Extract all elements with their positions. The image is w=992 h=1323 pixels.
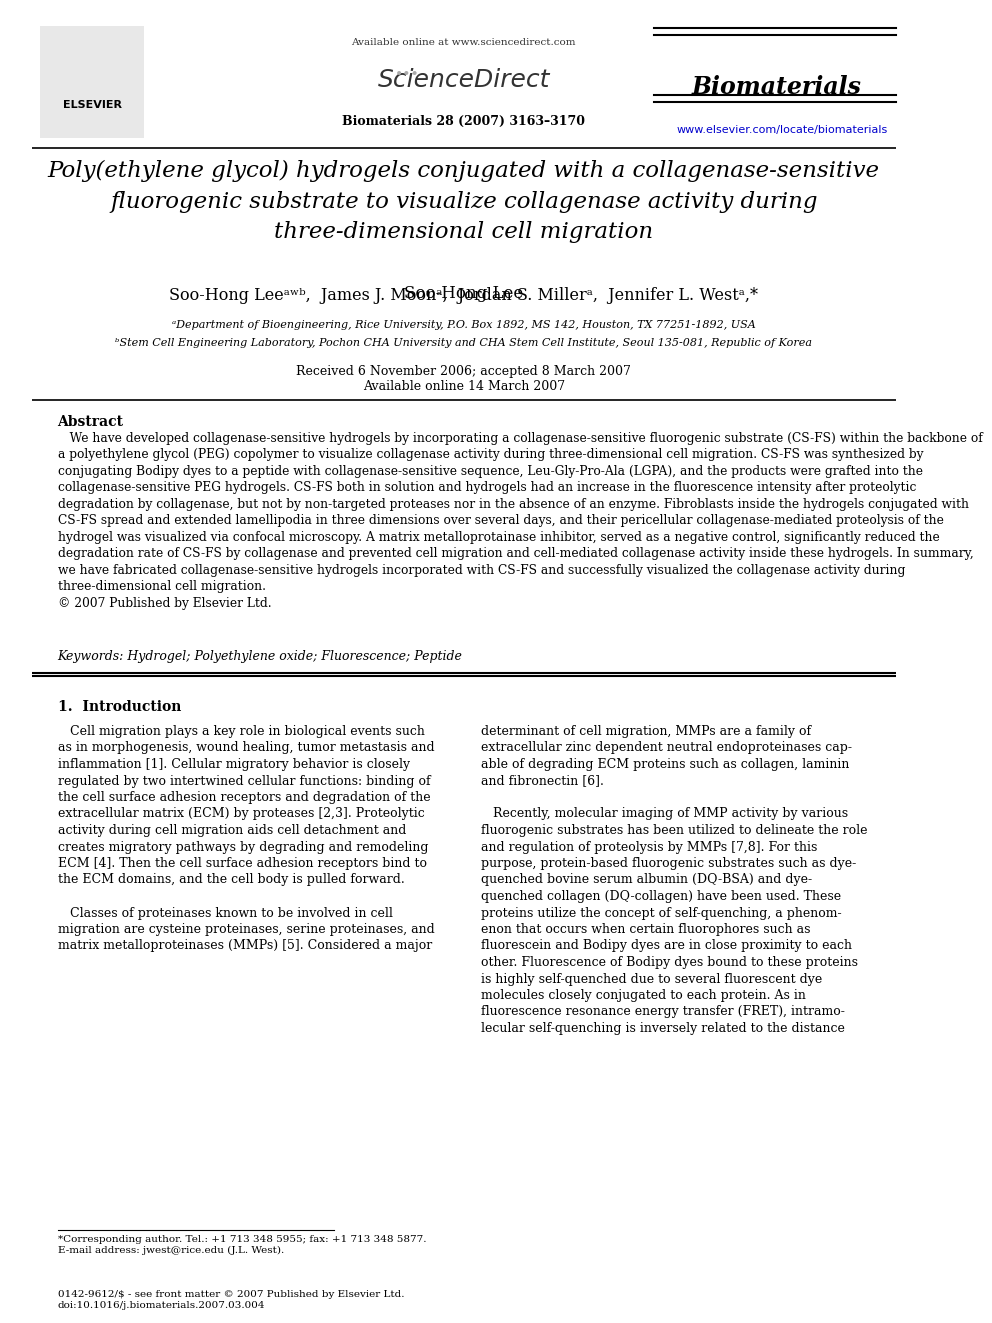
Text: ᵇStem Cell Engineering Laboratory, Pochon CHA University and CHA Stem Cell Insti: ᵇStem Cell Engineering Laboratory, Pocho… bbox=[115, 337, 812, 348]
FancyBboxPatch shape bbox=[41, 25, 144, 138]
Text: Soo-Hong Lee: Soo-Hong Lee bbox=[404, 284, 524, 302]
Text: Cell migration plays a key role in biological events such
as in morphogenesis, w: Cell migration plays a key role in biolo… bbox=[58, 725, 434, 953]
Text: Keywords: Hydrogel; Polyethylene oxide; Fluorescence; Peptide: Keywords: Hydrogel; Polyethylene oxide; … bbox=[58, 650, 462, 663]
Text: Biomaterials: Biomaterials bbox=[691, 75, 861, 99]
Text: Received 6 November 2006; accepted 8 March 2007: Received 6 November 2006; accepted 8 Mar… bbox=[297, 365, 631, 378]
Text: Abstract: Abstract bbox=[58, 415, 124, 429]
Text: Available online at www.sciencedirect.com: Available online at www.sciencedirect.co… bbox=[351, 38, 576, 48]
Text: Biomaterials 28 (2007) 3163–3170: Biomaterials 28 (2007) 3163–3170 bbox=[342, 115, 585, 128]
Text: Poly(ethylene glycol) hydrogels conjugated with a collagenase-sensitive
fluoroge: Poly(ethylene glycol) hydrogels conjugat… bbox=[48, 160, 880, 243]
Text: 1.  Introduction: 1. Introduction bbox=[58, 700, 181, 714]
Text: Soo-Hong Leeᵃʷᵇ,  James J. Moonᵃ,  Jordan S. Millerᵃ,  Jennifer L. Westᵃ,*: Soo-Hong Leeᵃʷᵇ, James J. Moonᵃ, Jordan … bbox=[170, 287, 758, 304]
Text: 0142-9612/$ - see front matter © 2007 Published by Elsevier Ltd.
doi:10.1016/j.b: 0142-9612/$ - see front matter © 2007 Pu… bbox=[58, 1290, 404, 1310]
Text: determinant of cell migration, MMPs are a family of
extracellular zinc dependent: determinant of cell migration, MMPs are … bbox=[481, 725, 868, 1035]
Text: *Corresponding author. Tel.: +1 713 348 5955; fax: +1 713 348 5877.
E-mail addre: *Corresponding author. Tel.: +1 713 348 … bbox=[58, 1234, 426, 1256]
Text: www.elsevier.com/locate/biomaterials: www.elsevier.com/locate/biomaterials bbox=[677, 124, 887, 135]
Text: ᵃDepartment of Bioengineering, Rice University, P.O. Box 1892, MS 142, Houston, : ᵃDepartment of Bioengineering, Rice Univ… bbox=[172, 320, 756, 329]
Text: We have developed collagenase-sensitive hydrogels by incorporating a collagenase: We have developed collagenase-sensitive … bbox=[58, 433, 982, 610]
Text: ScienceDirect: ScienceDirect bbox=[378, 67, 550, 93]
Text: •••: ••• bbox=[395, 67, 420, 81]
Text: ELSEVIER: ELSEVIER bbox=[62, 101, 122, 110]
Text: Available online 14 March 2007: Available online 14 March 2007 bbox=[363, 380, 564, 393]
